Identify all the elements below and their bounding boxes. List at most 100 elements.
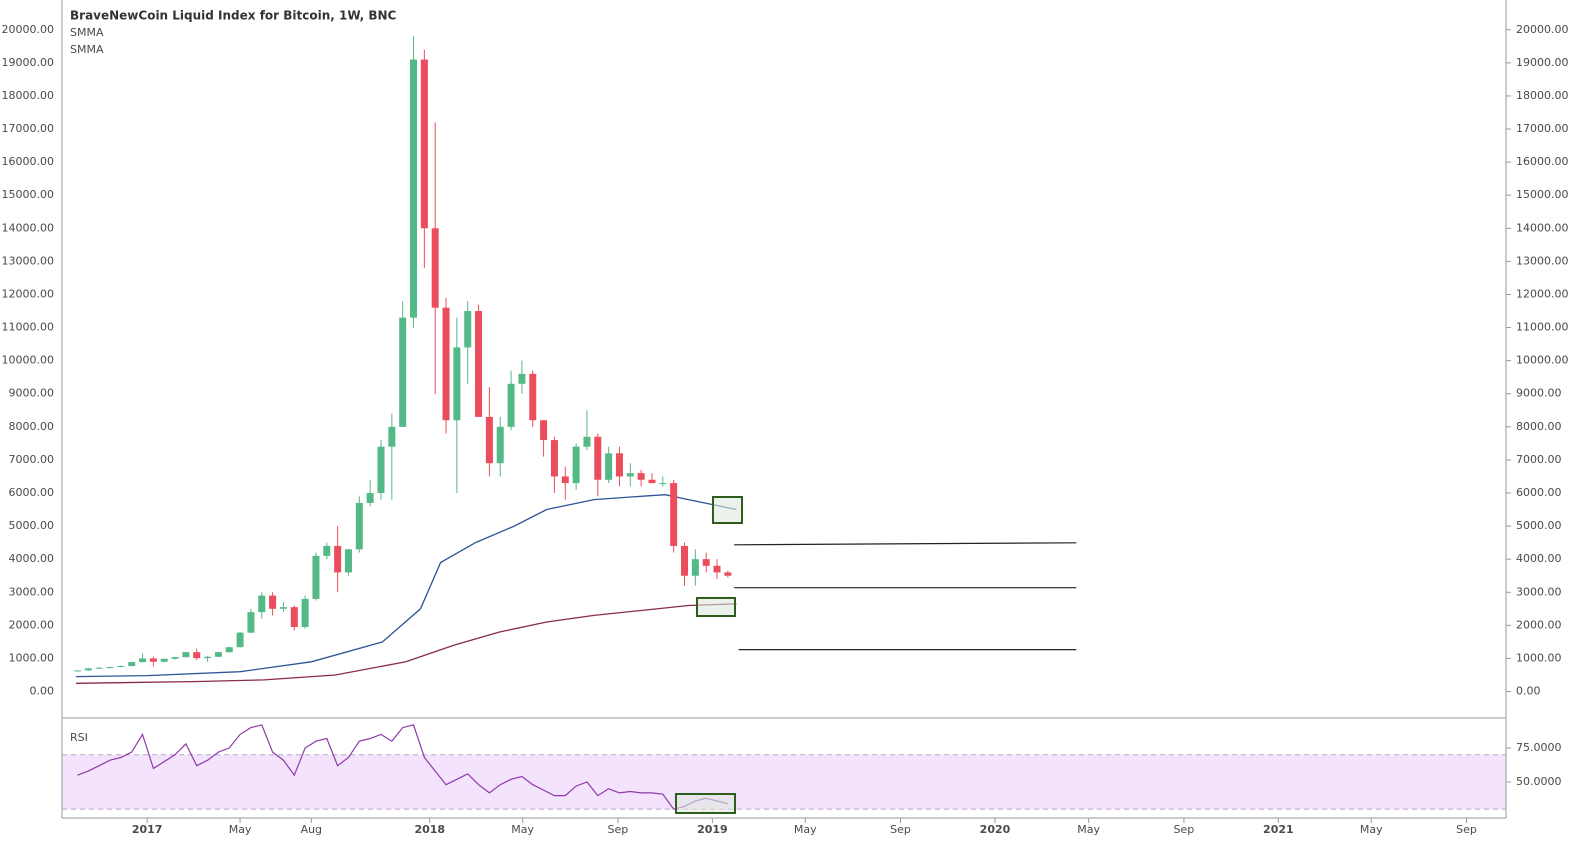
x-tick-label: May: [229, 823, 252, 836]
candle-body: [84, 668, 92, 671]
candle-body: [518, 373, 526, 384]
candle-body: [366, 493, 374, 503]
y-tick-label: 17000.00: [2, 122, 55, 135]
y-tick-label: 4000.00: [1516, 552, 1562, 565]
x-tick-label: 2017: [132, 823, 163, 836]
candle-body: [355, 502, 363, 550]
y-tick-label: 1000.00: [9, 651, 55, 664]
candle-body: [214, 652, 222, 657]
x-tick-label: 2021: [1263, 823, 1294, 836]
trend-line: [734, 542, 1077, 546]
y-tick-label: 15000.00: [1516, 188, 1569, 201]
candle-body: [247, 612, 255, 633]
candle-body: [670, 483, 678, 546]
candle-body: [73, 670, 81, 672]
candle-body: [572, 446, 580, 484]
y-tick-label: 16000.00: [1516, 155, 1569, 168]
y-tick-label: 18000.00: [1516, 89, 1569, 102]
y-tick-label: 4000.00: [9, 552, 55, 565]
y-tick-label: 50.0000: [1516, 775, 1562, 788]
y-tick-label: 6000.00: [1516, 486, 1562, 499]
y-tick-label: 20000.00: [1516, 23, 1569, 36]
y-tick-label: 5000.00: [9, 519, 55, 532]
candle-body: [702, 559, 710, 566]
candle-body: [171, 657, 179, 659]
y-tick-label: 17000.00: [1516, 122, 1569, 135]
y-tick-label: 8000.00: [1516, 420, 1562, 433]
y-tick-label: 0.00: [30, 685, 55, 698]
y-tick-label: 10000.00: [2, 354, 55, 367]
candle-body: [615, 453, 623, 477]
x-tick-label: May: [1077, 823, 1100, 836]
candle-body: [193, 652, 201, 659]
smma-line: [75, 603, 737, 684]
y-tick-label: 13000.00: [1516, 254, 1569, 267]
candle-body: [529, 373, 537, 421]
candle-body: [204, 656, 212, 659]
y-tick-label: 6000.00: [9, 486, 55, 499]
candle-body: [301, 598, 309, 628]
candle-body: [236, 632, 244, 648]
x-tick-label: Sep: [1456, 823, 1477, 836]
candle-body: [420, 59, 428, 229]
y-tick-label: 12000.00: [1516, 287, 1569, 300]
candle-body: [691, 559, 699, 576]
y-tick-label: 2000.00: [9, 618, 55, 631]
y-tick-label: 12000.00: [2, 287, 55, 300]
chart-title: BraveNewCoin Liquid Index for Bitcoin, 1…: [70, 9, 397, 23]
candle-body: [637, 473, 645, 480]
rsi-band: [62, 754, 1506, 810]
candle-body: [334, 545, 342, 573]
y-tick-label: 19000.00: [1516, 56, 1569, 69]
candle-body: [442, 307, 450, 421]
y-tick-label: 11000.00: [2, 321, 55, 334]
x-tick-label: 2019: [697, 823, 728, 836]
x-tick-label: Sep: [890, 823, 911, 836]
candle-body: [626, 473, 634, 477]
candle-body: [225, 647, 233, 653]
candle-body: [323, 545, 331, 556]
y-tick-label: 5000.00: [1516, 519, 1562, 532]
y-tick-label: 14000.00: [1516, 221, 1569, 234]
y-tick-label: 16000.00: [2, 155, 55, 168]
candle-body: [561, 476, 569, 484]
highlight-box: [675, 793, 736, 814]
y-tick-label: 13000.00: [2, 254, 55, 267]
candle-body: [713, 565, 721, 573]
candle-body: [95, 667, 103, 669]
y-tick-label: 10000.00: [1516, 354, 1569, 367]
x-tick-label: Sep: [1174, 823, 1195, 836]
x-tick-label: Sep: [608, 823, 629, 836]
candle-body: [128, 662, 136, 667]
candle-body: [399, 317, 407, 427]
candle-body: [279, 607, 287, 609]
candle-body: [475, 311, 483, 417]
candle-body: [594, 436, 602, 480]
rsi-title: RSI: [70, 731, 88, 744]
candle-body: [388, 426, 396, 447]
candle-body: [605, 453, 613, 480]
candle-body: [496, 426, 504, 464]
y-tick-label: 9000.00: [9, 387, 55, 400]
x-tick-label: 2020: [980, 823, 1011, 836]
candle-body: [724, 572, 732, 576]
y-tick-label: 8000.00: [9, 420, 55, 433]
candle-body: [312, 555, 320, 599]
y-tick-label: 0.00: [1516, 685, 1541, 698]
candle-body: [583, 436, 591, 447]
candle-body: [377, 446, 385, 494]
candle-body: [182, 652, 190, 658]
candle-body: [149, 658, 157, 662]
y-tick-label: 20000.00: [2, 23, 55, 36]
smma-line: [75, 494, 737, 678]
y-tick-label: 9000.00: [1516, 387, 1562, 400]
plot: [62, 36, 1506, 810]
x-tick-label: 2018: [414, 823, 445, 836]
y-tick-label: 1000.00: [1516, 651, 1562, 664]
candle-body: [540, 420, 548, 441]
y-tick-label: 3000.00: [9, 585, 55, 598]
candle-body: [681, 545, 689, 576]
x-tick-label: May: [794, 823, 817, 836]
y-tick-label: 3000.00: [1516, 585, 1562, 598]
candle-body: [431, 228, 439, 308]
